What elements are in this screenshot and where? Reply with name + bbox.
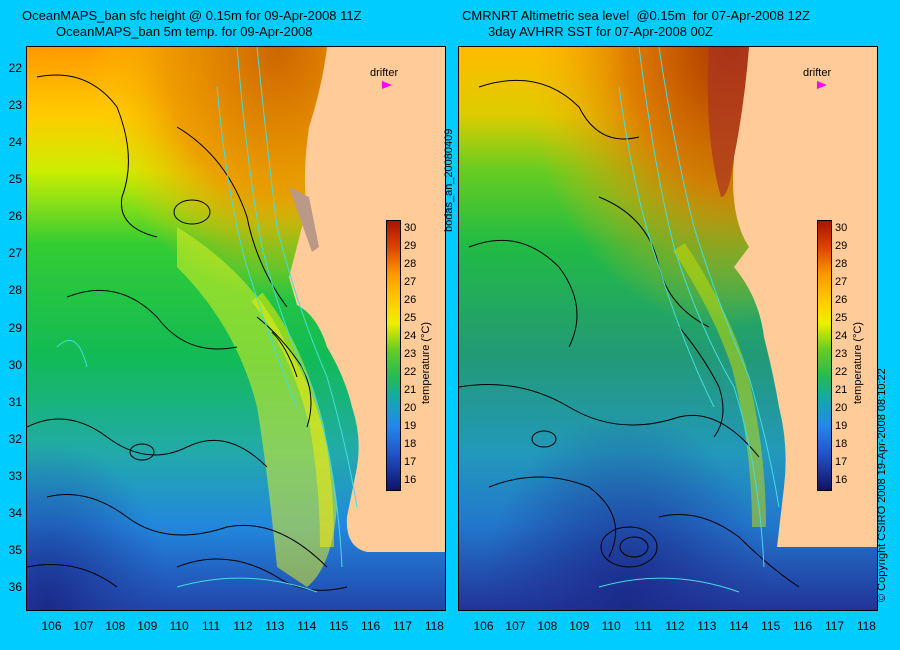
latitude-tick: 26 [8,209,22,224]
drifter-marker [382,81,392,89]
longitude-tick: 109 [569,619,590,633]
colorbar-tick: 22 [835,366,848,378]
land-mass [733,47,877,547]
left-map-svg [27,47,445,610]
longitude-tick: 116 [793,619,813,633]
longitude-tick: 118 [424,619,444,633]
latitude-tick: 25 [8,172,22,187]
right-map-panel [458,46,878,611]
latitude-tick: 28 [8,283,22,298]
colorbar-tick: 27 [835,276,848,288]
longitude-tick: 115 [761,619,781,633]
longitude-tick: 110 [169,619,189,633]
colorbar-tick: 27 [404,276,417,288]
longitude-tick: 112 [665,619,685,633]
left-colorbar [386,220,401,491]
colorbar-tick: 21 [835,384,848,396]
longitude-tick: 110 [601,619,621,633]
longitude-tick: 109 [137,619,158,633]
colorbar-tick: 18 [835,438,848,450]
right-map-svg [459,47,877,610]
colorbar-tick: 29 [835,240,848,252]
colorbar-tick: 21 [404,384,417,396]
latitude-tick: 23 [8,98,22,113]
colorbar-tick: 29 [404,240,417,252]
colorbar-tick: 25 [404,312,417,324]
colorbar-tick: 25 [835,312,848,324]
colorbar-tick: 23 [835,348,848,360]
left-colorbar-title: temperature (°C) [420,321,432,404]
colorbar-tick: 23 [404,348,417,360]
longitude-tick: 116 [361,619,381,633]
longitude-tick: 111 [633,619,653,633]
colorbar-tick: 20 [404,402,417,414]
longitude-tick: 108 [537,619,558,633]
latitude-tick: 34 [8,505,22,520]
right-title-line1: CMRNRT Altimetric sea level @0.15m for 0… [462,8,810,23]
colorbar-tick: 17 [835,456,848,468]
longitude-tick: 117 [392,619,413,633]
longitude-tick: 117 [824,619,845,633]
bathymetry-contours [598,47,780,593]
colorbar-tick: 28 [404,258,417,270]
longitude-tick: 106 [41,619,62,633]
longitude-tick: 113 [697,619,717,633]
left-drifter-label: drifter [370,67,399,79]
longitude-tick: 106 [473,619,494,633]
left-title-line1: OceanMAPS_ban sfc height @ 0.15m for 09-… [22,8,362,23]
colorbar-tick: 17 [404,456,417,468]
longitude-tick: 115 [329,619,349,633]
colorbar-tick: 16 [835,474,848,486]
longitude-tick: 113 [265,619,285,633]
latitude-tick: 27 [8,246,22,261]
colorbar-tick: 20 [835,402,848,414]
right-colorbar-title: temperature (°C) [852,321,864,404]
right-drifter-label: drifter [803,67,832,79]
longitude-tick: 108 [105,619,126,633]
colorbar-tick: 26 [404,294,417,306]
longitude-tick: 114 [729,619,749,633]
colorbar-tick: 24 [404,330,417,342]
colorbar-tick: 16 [404,474,417,486]
right-colorbar [817,220,832,491]
land-mass [289,47,445,552]
colorbar-tick: 30 [835,222,848,234]
latitude-tick: 35 [8,542,22,557]
colorbar-tick: 22 [404,366,417,378]
latitude-tick: 29 [8,320,22,335]
longitude-tick: 107 [73,619,94,633]
right-title-line2: 3day AVHRR SST for 07-Apr-2008 00Z [488,24,713,39]
latitude-tick: 22 [8,61,22,76]
longitude-tick: 107 [505,619,526,633]
latitude-tick: 31 [8,394,22,409]
colorbar-tick: 19 [404,420,417,432]
side-label: bodas_an_20080409 [443,128,455,232]
left-map-panel [26,46,446,611]
bathymetry-contours [56,47,358,593]
colorbar-tick: 19 [835,420,848,432]
drifter-marker [817,81,827,89]
longitude-tick: 114 [297,619,317,633]
left-title-line2: OceanMAPS_ban 5m temp. for 09-Apr-2008 [56,24,313,39]
longitude-tick: 111 [201,619,221,633]
colorbar-tick: 18 [404,438,417,450]
latitude-tick: 24 [8,135,22,150]
colorbar-tick: 28 [835,258,848,270]
longitude-tick: 118 [856,619,876,633]
colorbar-tick: 30 [404,222,417,234]
latitude-tick: 36 [8,579,22,594]
colorbar-tick: 26 [835,294,848,306]
longitude-tick: 112 [233,619,253,633]
latitude-tick: 32 [8,431,22,446]
latitude-tick: 30 [8,357,22,372]
copyright-label: © Copyright CSIRO 2008 19-Apr-2008 08:10… [876,368,888,602]
latitude-tick: 33 [8,468,22,483]
colorbar-tick: 24 [835,330,848,342]
